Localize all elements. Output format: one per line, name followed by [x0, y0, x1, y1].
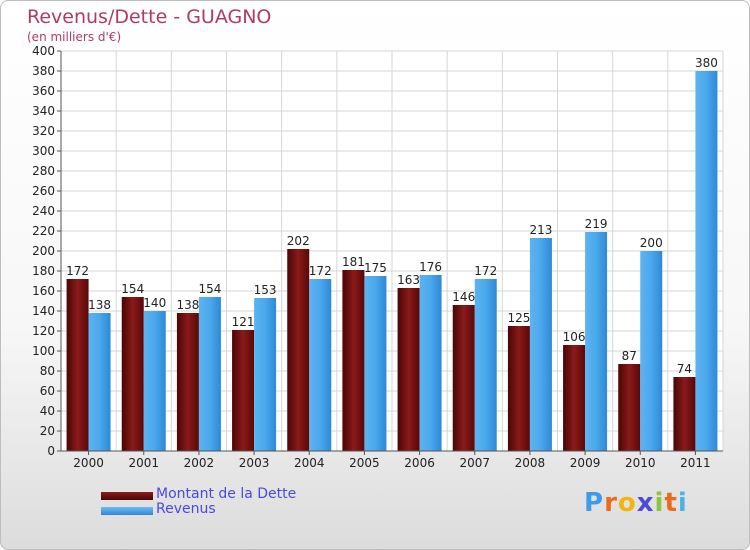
logo-letter: o: [617, 488, 637, 518]
legend-label-dette: Montant de la Dette: [156, 486, 297, 502]
data-label-revenus: 172: [474, 264, 497, 278]
data-label-dette: 125: [507, 311, 530, 325]
y-tick-label: 260: [32, 184, 55, 198]
x-tick-label: 2007: [459, 456, 490, 470]
bar-revenus: [585, 232, 608, 451]
bar-dette: [66, 279, 89, 451]
y-tick-label: 160: [32, 284, 55, 298]
bar-dette: [563, 345, 586, 451]
y-tick-label: 140: [32, 304, 55, 318]
data-label-revenus: 176: [419, 260, 442, 274]
data-label-revenus: 213: [529, 223, 552, 237]
y-tick-label: 40: [40, 404, 55, 418]
bar-dette: [232, 330, 255, 451]
x-tick-label: 2009: [570, 456, 601, 470]
x-tick-label: 2003: [239, 456, 270, 470]
data-label-revenus: 172: [309, 264, 332, 278]
bar-dette: [618, 364, 641, 451]
bar-dette: [176, 313, 199, 451]
y-tick-label: 100: [32, 344, 55, 358]
logo-letter: x: [636, 488, 655, 518]
bar-revenus: [474, 279, 497, 451]
y-tick-label: 380: [32, 64, 55, 78]
bar-revenus: [419, 275, 442, 451]
data-label-revenus: 175: [364, 261, 387, 275]
x-tick-label: 2002: [184, 456, 215, 470]
data-label-revenus: 153: [254, 283, 277, 297]
data-label-dette: 138: [176, 298, 199, 312]
x-tick-label: 2000: [73, 456, 104, 470]
bar-revenus: [695, 71, 718, 451]
data-label-dette: 74: [677, 362, 692, 376]
proxiti-logo: Proxiti: [584, 488, 688, 518]
y-tick-label: 200: [32, 244, 55, 258]
y-tick-label: 320: [32, 124, 55, 138]
data-label-dette: 87: [622, 349, 637, 363]
data-label-dette: 154: [121, 282, 144, 296]
data-label-dette: 121: [232, 315, 255, 329]
bar-dette: [287, 249, 310, 451]
bar-revenus: [254, 298, 277, 451]
x-tick-label: 2005: [349, 456, 380, 470]
bar-revenus: [364, 276, 387, 451]
y-tick-label: 0: [47, 444, 55, 458]
y-tick-label: 280: [32, 164, 55, 178]
x-tick-label: 2004: [294, 456, 325, 470]
data-label-dette: 106: [563, 330, 586, 344]
bar-revenus: [88, 313, 111, 451]
data-label-dette: 181: [342, 255, 365, 269]
legend-swatch-dette: [101, 492, 153, 500]
bar-revenus: [198, 297, 221, 451]
y-tick-label: 60: [40, 384, 55, 398]
x-tick-label: 2011: [680, 456, 711, 470]
bar-dette: [121, 297, 144, 451]
x-tick-label: 2006: [404, 456, 435, 470]
logo-letter: P: [584, 488, 605, 518]
data-label-revenus: 219: [585, 217, 608, 231]
y-tick-label: 220: [32, 224, 55, 238]
data-label-dette: 146: [452, 290, 475, 304]
y-tick-label: 120: [32, 324, 55, 338]
y-tick-label: 20: [40, 424, 55, 438]
logo-letter: i: [654, 488, 665, 518]
bar-dette: [452, 305, 475, 451]
data-label-dette: 163: [397, 273, 420, 287]
y-tick-label: 240: [32, 204, 55, 218]
y-tick-label: 180: [32, 264, 55, 278]
bar-dette: [397, 288, 420, 451]
bar-dette: [507, 326, 530, 451]
bar-dette: [342, 270, 365, 451]
bar-revenus: [640, 251, 663, 451]
y-tick-label: 400: [32, 44, 55, 58]
legend-label-revenus: Revenus: [156, 501, 216, 517]
logo-letter: i: [677, 488, 688, 518]
bar-revenus: [529, 238, 552, 451]
x-tick-label: 2001: [128, 456, 159, 470]
chart-title: Revenus/Dette - GUAGNO: [27, 6, 272, 28]
data-label-dette: 202: [287, 234, 310, 248]
data-label-revenus: 140: [143, 296, 166, 310]
legend-swatch-revenus: [101, 507, 153, 515]
x-tick-label: 2010: [625, 456, 656, 470]
logo-letter: t: [664, 488, 678, 518]
data-label-revenus: 380: [695, 56, 718, 70]
bar-dette: [673, 377, 696, 451]
bar-revenus: [143, 311, 166, 451]
data-label-revenus: 200: [640, 236, 663, 250]
y-tick-label: 340: [32, 104, 55, 118]
y-tick-label: 300: [32, 144, 55, 158]
data-label-revenus: 154: [198, 282, 221, 296]
logo-letter: r: [604, 488, 618, 518]
bar-revenus: [309, 279, 332, 451]
x-tick-label: 2008: [515, 456, 546, 470]
y-tick-label: 80: [40, 364, 55, 378]
data-label-revenus: 138: [88, 298, 111, 312]
y-tick-label: 360: [32, 84, 55, 98]
data-label-dette: 172: [66, 264, 89, 278]
chart-subtitle: (en milliers d'€): [27, 30, 122, 44]
